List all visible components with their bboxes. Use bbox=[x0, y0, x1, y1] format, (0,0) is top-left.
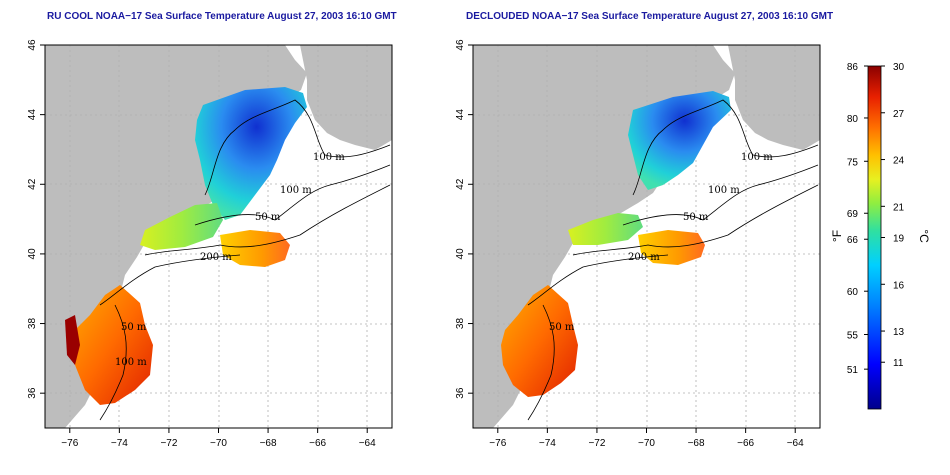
sst-field bbox=[501, 91, 731, 397]
contour-label-4: 200 m bbox=[628, 252, 660, 263]
x-axis-ticks: −76 −74 −72 −70 −68 −66 −64 bbox=[489, 428, 804, 449]
fahrenheit-unit-label: °F bbox=[830, 230, 844, 242]
y-tick-label: 38 bbox=[27, 318, 38, 330]
x-tick-label: −64 bbox=[359, 438, 376, 449]
fahrenheit-tick-label: 60 bbox=[847, 287, 859, 298]
y-tick-label: 40 bbox=[455, 248, 466, 260]
fahrenheit-tick-label: 51 bbox=[847, 365, 859, 376]
right-map-panel: 100 m 100 m 50 m 200 m 50 m −76 −74 −72 −70… bbox=[455, 39, 821, 449]
y-tick-label: 42 bbox=[27, 178, 38, 190]
x-tick-label: −70 bbox=[210, 438, 227, 449]
sst-field bbox=[65, 87, 307, 405]
fahrenheit-tick-label: 80 bbox=[847, 114, 859, 125]
x-tick-label: −74 bbox=[539, 438, 556, 449]
y-tick-label: 40 bbox=[27, 248, 38, 260]
y-tick-label: 42 bbox=[455, 178, 466, 190]
contour-label-5: 50 m bbox=[549, 322, 575, 333]
fahrenheit-tick-label: 69 bbox=[847, 209, 859, 220]
x-tick-label: −64 bbox=[787, 438, 804, 449]
contour-label-5: 50 m bbox=[121, 322, 147, 333]
x-tick-label: −68 bbox=[688, 438, 705, 449]
celsius-tick-label: 16 bbox=[893, 280, 905, 291]
celsius-tick-label: 21 bbox=[893, 202, 905, 213]
x-tick-label: −68 bbox=[260, 438, 277, 449]
contour-label-2: 100 m bbox=[280, 185, 312, 196]
contour-label-3: 50 m bbox=[255, 212, 281, 223]
y-tick-label: 44 bbox=[455, 109, 466, 121]
y-tick-label: 46 bbox=[27, 39, 38, 51]
x-tick-label: −66 bbox=[309, 438, 326, 449]
contour-label-4: 200 m bbox=[200, 252, 232, 263]
contour-label-1: 100 m bbox=[741, 152, 773, 163]
fahrenheit-tick-label: 86 bbox=[847, 62, 859, 73]
contour-label-2: 100 m bbox=[708, 185, 740, 196]
x-tick-label: −72 bbox=[588, 438, 605, 449]
temperature-colorbar: 30 27 24 21 19 16 13 11 86 80 75 69 66 60 55 51 °F °C bbox=[830, 62, 931, 410]
celsius-tick-label: 30 bbox=[893, 62, 905, 73]
y-tick-label: 38 bbox=[455, 318, 466, 330]
celsius-tick-label: 27 bbox=[893, 109, 905, 120]
contour-labels: 100 m 100 m 50 m 200 m 50 m 100 m bbox=[115, 152, 345, 368]
celsius-tick-label: 11 bbox=[893, 358, 904, 369]
fahrenheit-tick-label: 75 bbox=[847, 157, 859, 168]
y-tick-label: 44 bbox=[27, 109, 38, 121]
x-tick-label: −70 bbox=[638, 438, 655, 449]
y-tick-label: 36 bbox=[27, 387, 38, 399]
left-map-panel: 100 m 100 m 50 m 200 m 50 m 100 m −76 −74… bbox=[27, 39, 393, 449]
x-tick-label: −76 bbox=[61, 438, 78, 449]
contour-labels: 100 m 100 m 50 m 200 m 50 m bbox=[549, 152, 773, 333]
bathymetry-contours bbox=[99, 99, 391, 421]
x-tick-label: −74 bbox=[111, 438, 128, 449]
colorbar-ramp bbox=[867, 65, 882, 410]
fahrenheit-tick-label: 66 bbox=[847, 235, 859, 246]
contour-label-6: 100 m bbox=[115, 357, 147, 368]
fahrenheit-tick-label: 55 bbox=[847, 331, 859, 342]
x-tick-label: −72 bbox=[160, 438, 177, 449]
bathymetry-contours bbox=[527, 99, 819, 421]
celsius-tick-label: 13 bbox=[893, 327, 905, 338]
x-axis-ticks: −76 −74 −72 −70 −68 −66 −64 bbox=[61, 428, 376, 449]
y-axis-ticks: 36 38 40 42 44 46 bbox=[27, 39, 45, 399]
left-panel-title: RU COOL NOAA−17 Sea Surface Temperature … bbox=[47, 11, 397, 22]
contour-label-1: 100 m bbox=[313, 152, 345, 163]
celsius-unit-label: °C bbox=[917, 229, 931, 243]
celsius-tick-label: 24 bbox=[893, 156, 905, 167]
y-axis-ticks: 36 38 40 42 44 46 bbox=[455, 39, 473, 399]
right-panel-title: DECLOUDED NOAA−17 Sea Surface Temperatur… bbox=[466, 11, 834, 22]
y-tick-label: 36 bbox=[455, 387, 466, 399]
contour-label-3: 50 m bbox=[683, 212, 709, 223]
y-tick-label: 46 bbox=[455, 39, 466, 51]
celsius-tick-label: 19 bbox=[893, 234, 905, 245]
x-tick-label: −66 bbox=[737, 438, 754, 449]
x-tick-label: −76 bbox=[489, 438, 506, 449]
